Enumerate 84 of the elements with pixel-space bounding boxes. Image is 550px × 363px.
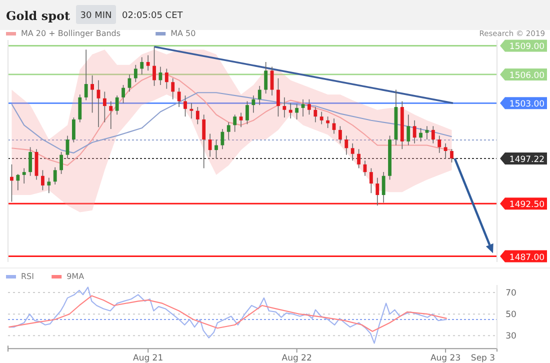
candlestick [350,142,354,161]
candlestick [90,75,94,114]
y-tick-label: 1503.00 [509,100,545,110]
y-tick-label: 1492.50 [509,200,545,210]
candlestick [220,128,224,150]
candlestick [164,68,168,90]
candlestick [376,177,380,206]
candlestick [72,117,76,143]
candlestick [338,126,342,144]
candlestick [438,135,442,154]
candlestick [419,128,422,142]
candlestick [295,104,299,120]
candlestick [202,114,206,169]
x-tick-label: Aug 22 [282,354,312,363]
candlestick [10,164,14,202]
legend-label: 9MA [66,272,85,281]
candlestick [246,100,249,125]
candlestick [233,114,237,132]
candlestick [369,168,373,194]
candlestick [264,62,268,94]
candlestick [41,170,44,191]
candlestick [252,95,256,114]
candlestick [226,122,230,140]
candlestick [78,94,82,123]
line-series [8,295,448,332]
candlestick [308,98,311,116]
candlestick [134,64,138,83]
candlestick [382,172,386,204]
candlestick [431,126,435,144]
candlestick [301,98,305,117]
candlestick [140,56,144,75]
candlestick [406,114,410,146]
candlestick [109,100,113,130]
candlestick [450,148,454,163]
candlestick [22,168,26,184]
candlestick [84,49,88,101]
candlestick [412,120,416,144]
y-tick-label: 1487.00 [509,252,545,263]
candlestick [326,116,330,128]
y-tick-label: 50 [506,310,516,320]
y-tick-label: 1509.00 [509,42,545,52]
candlestick [425,126,429,140]
candlestick [344,135,348,156]
candlestick [28,146,32,176]
y-tick-label: 1506.00 [509,70,545,81]
candlestick [190,102,194,119]
candlestick [320,111,324,125]
candlestick [152,46,156,86]
candlestick [60,152,64,174]
candlestick [184,95,187,117]
candlestick [102,91,106,123]
y-tick-label: 30 [506,332,516,342]
candlestick [239,112,243,128]
x-tick-label: Aug 21 [133,354,164,363]
candlestick [214,139,218,160]
candlestick [177,87,181,108]
y-tick-label: 1497.22 [509,154,545,165]
candlestick [270,66,274,96]
candlestick [444,142,448,160]
text: 02:05:05 CET [122,11,184,21]
candlestick [276,78,280,117]
y-tick-label: 70 [506,288,516,299]
candlestick [357,148,360,169]
x-tick-label: Aug 23 [430,354,461,363]
candlestick [314,106,318,123]
candlestick [282,97,286,118]
candlestick [171,78,175,100]
legend-label: MA 20 + Bollinger Bands [21,29,121,38]
candlestick [115,95,119,116]
legend-label: RSI [21,272,34,281]
candlestick [288,102,292,119]
candlestick [196,106,200,125]
chart-title: Gold spot [6,9,71,23]
candlestick [146,54,150,72]
candlestick [122,84,125,104]
line-series [8,286,448,344]
candlestick [208,133,212,158]
chart-subtitle: 30 MIN [80,11,112,21]
candlestick [53,166,57,185]
candlestick [258,86,262,106]
legend-label: MA 50 [170,29,196,38]
candlestick [16,174,20,191]
text: Sep 3 [470,354,496,363]
candlestick [47,177,51,194]
